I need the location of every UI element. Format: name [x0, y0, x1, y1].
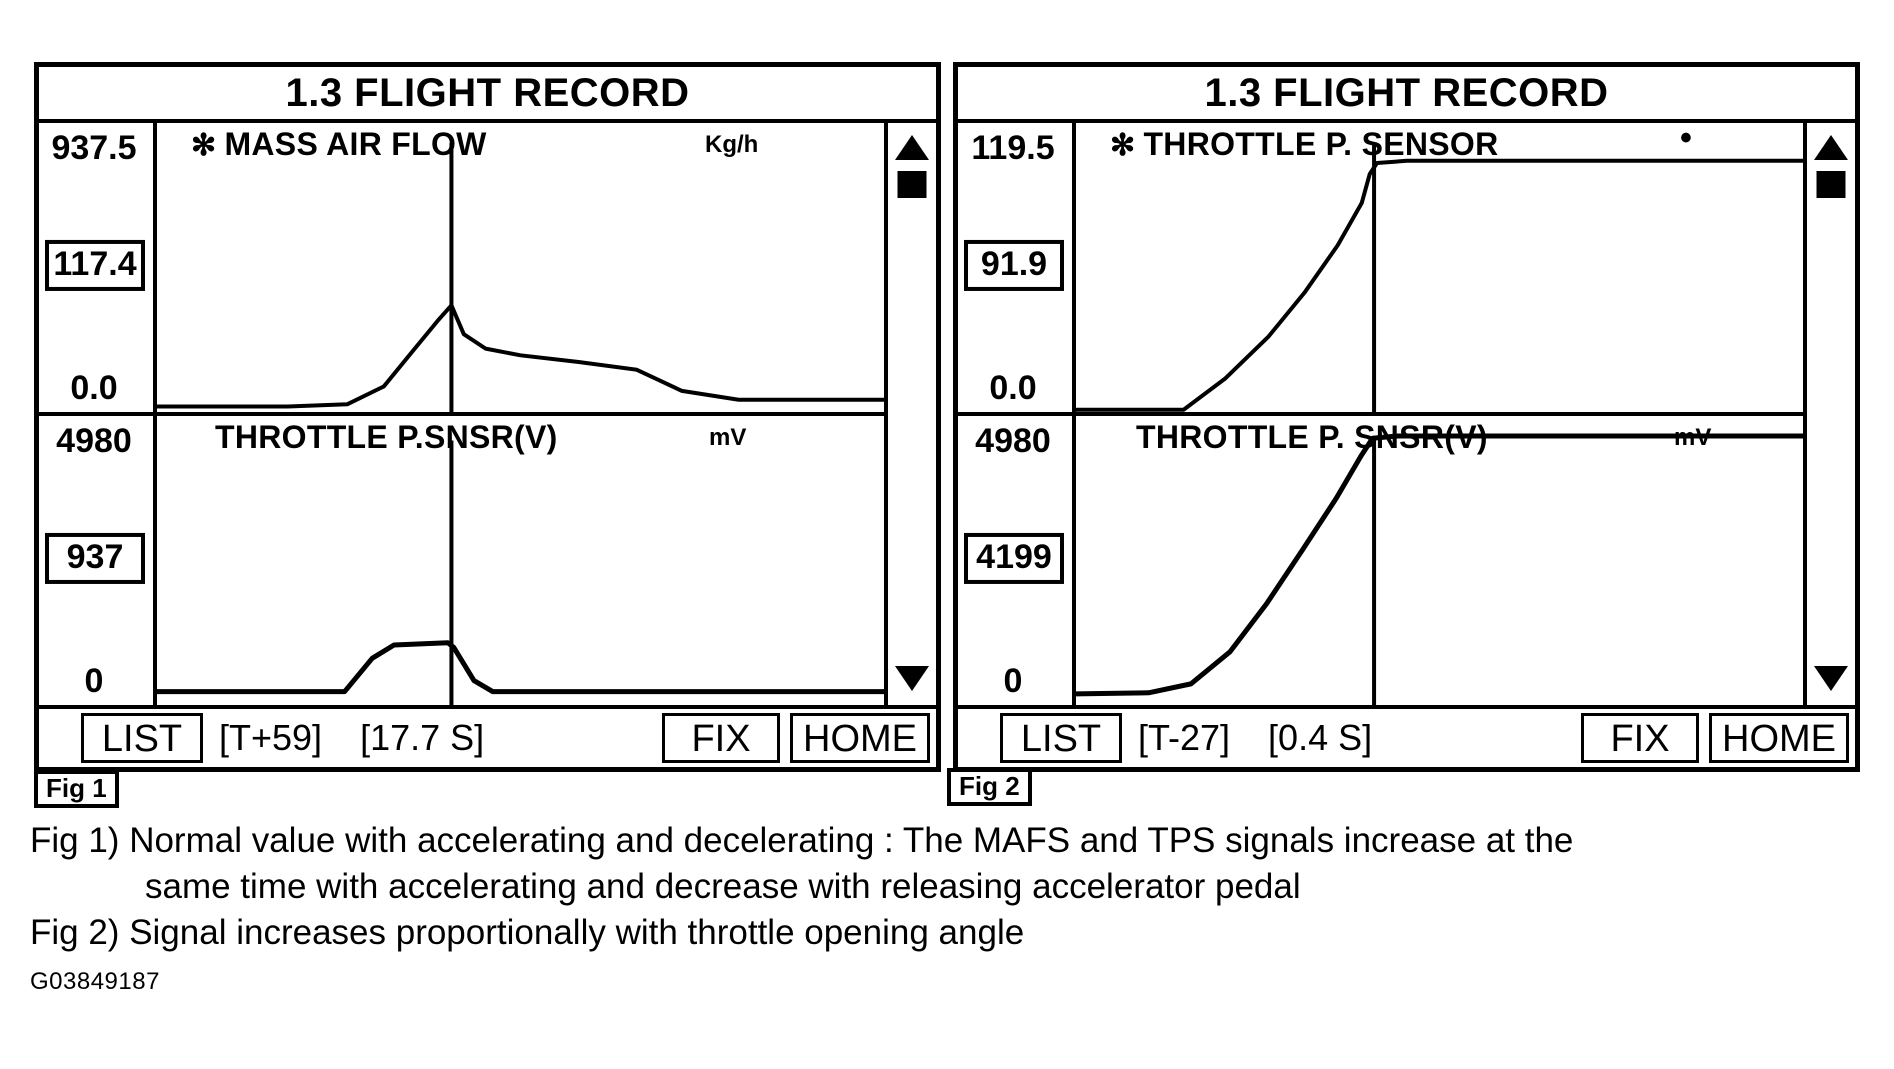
- value-column-mass-air-flow: 937.5 117.4 0.0: [39, 123, 157, 412]
- current-value-throttle-snsr-v-fig2[interactable]: 4199: [964, 532, 1064, 584]
- fix-button-fig2[interactable]: FIX: [1581, 713, 1699, 763]
- waveform-mass-air-flow: [157, 123, 884, 412]
- scale-max-throttle-p-sensor: 119.5: [971, 129, 1055, 167]
- screen-title-fig1: 1.3 FLIGHT RECORD: [39, 67, 936, 123]
- graph-row-mass-air-flow: 937.5 117.4 0.0 ✻ MASS AIR FLOW Kg/h: [39, 123, 884, 416]
- triangle-down-icon[interactable]: [1814, 666, 1848, 691]
- waveform-throttle-snsr-v-fig1: [157, 416, 884, 705]
- caption-line-3: Fig 2) Signal increases proportionally w…: [30, 913, 1025, 952]
- triangle-up-icon[interactable]: [1814, 135, 1848, 160]
- screen-title-fig2: 1.3 FLIGHT RECORD: [958, 67, 1855, 123]
- part-number: G03849187: [30, 968, 160, 995]
- trace-line: [1076, 436, 1803, 694]
- graph-row-throttle-snsr-v-fig1: 4980 937 0 THROTTLE P.SNSR(V) mV: [39, 416, 884, 705]
- plot-label-throttle-p-sensor: ✻ THROTTLE P. SENSOR: [1110, 126, 1499, 163]
- softkey-bar-fig2: LIST [T-27] [0.4 S] FIX HOME: [958, 705, 1855, 767]
- screen-body-fig1: 937.5 117.4 0.0 ✻ MASS AIR FLOW Kg/h: [39, 123, 936, 705]
- scrollbar-fig2[interactable]: [1803, 123, 1855, 705]
- scale-max-throttle-snsr-v-fig1: 4980: [56, 422, 132, 460]
- plot-label-throttle-snsr-v-fig1: THROTTLE P.SNSR(V): [215, 419, 558, 455]
- screen-body-fig2: 119.5 91.9 0.0 ✻ THROTTLE P. SENSOR •: [958, 123, 1855, 705]
- waveform-throttle-p-sensor: [1076, 123, 1803, 412]
- time-readout-fig1: [17.7 S]: [360, 717, 485, 758]
- current-value-throttle-snsr-v-fig1[interactable]: 937: [45, 532, 145, 584]
- scale-min-throttle-snsr-v-fig2: 0: [1003, 662, 1023, 700]
- plot-label-text: MASS AIR FLOW: [224, 126, 487, 162]
- current-value-mass-air-flow[interactable]: 117.4: [45, 239, 145, 291]
- triangle-down-icon[interactable]: [895, 666, 929, 691]
- plot-label-mass-air-flow: ✻ MASS AIR FLOW: [191, 126, 487, 163]
- plot-label-text: THROTTLE P. SENSOR: [1143, 126, 1499, 162]
- plot-mass-air-flow[interactable]: ✻ MASS AIR FLOW Kg/h: [157, 123, 884, 412]
- value-column-throttle-p-sensor: 119.5 91.9 0.0: [958, 123, 1076, 412]
- frame-readout-fig2: [T-27]: [1138, 717, 1231, 758]
- plot-unit-mass-air-flow: Kg/h: [705, 131, 759, 158]
- value-column-throttle-snsr-v-fig2: 4980 4199 0: [958, 416, 1076, 705]
- triangle-up-icon[interactable]: [895, 135, 929, 160]
- frame-readout-fig1: [T+59]: [219, 717, 323, 758]
- scale-min-throttle-snsr-v-fig1: 0: [84, 662, 104, 700]
- readout-fig2: [T-27] [0.4 S]: [1138, 717, 1372, 759]
- plot-unit-throttle-p-sensor: •: [1680, 123, 1692, 157]
- waveform-throttle-snsr-v-fig2: [1076, 416, 1803, 705]
- list-button-fig2[interactable]: LIST: [1000, 713, 1122, 763]
- scrollbar-fig1[interactable]: [884, 123, 936, 705]
- figure-caption: Fig 1) Normal value with accelerating an…: [30, 818, 1830, 956]
- square-thumb-icon[interactable]: [1816, 171, 1846, 198]
- flight-record-screens: 1.3 FLIGHT RECORD 937.5 117.4 0.0 ✻ MASS …: [34, 62, 1860, 772]
- list-button-fig1[interactable]: LIST: [81, 713, 203, 763]
- fig-tag-2: Fig 2: [947, 768, 1032, 806]
- trace-line: [157, 643, 884, 692]
- graph-row-throttle-snsr-v-fig2: 4980 4199 0 THROTTLE P. SNSR(V) mV: [958, 416, 1803, 705]
- scanner-screen-fig2: 1.3 FLIGHT RECORD 119.5 91.9 0.0 ✻ THROTT…: [953, 62, 1860, 772]
- current-value-throttle-p-sensor[interactable]: 91.9: [964, 239, 1064, 291]
- square-thumb-icon[interactable]: [897, 171, 927, 198]
- scale-max-mass-air-flow: 937.5: [51, 129, 137, 167]
- graph-stack-fig2: 119.5 91.9 0.0 ✻ THROTTLE P. SENSOR •: [958, 123, 1803, 705]
- caption-line-2: same time with accelerating and decrease…: [145, 867, 1301, 906]
- asterisk-icon: ✻: [191, 129, 217, 162]
- trace-line: [157, 305, 884, 406]
- plot-throttle-snsr-v-fig1[interactable]: THROTTLE P.SNSR(V) mV: [157, 416, 884, 705]
- plot-throttle-p-sensor[interactable]: ✻ THROTTLE P. SENSOR •: [1076, 123, 1803, 412]
- time-readout-fig2: [0.4 S]: [1268, 717, 1373, 758]
- asterisk-icon: ✻: [1110, 129, 1136, 162]
- graph-stack-fig1: 937.5 117.4 0.0 ✻ MASS AIR FLOW Kg/h: [39, 123, 884, 705]
- home-button-fig1[interactable]: HOME: [790, 713, 930, 763]
- plot-throttle-snsr-v-fig2[interactable]: THROTTLE P. SNSR(V) mV: [1076, 416, 1803, 705]
- plot-unit-throttle-snsr-v-fig1: mV: [709, 424, 747, 451]
- home-button-fig2[interactable]: HOME: [1709, 713, 1849, 763]
- readout-fig1: [T+59] [17.7 S]: [219, 717, 484, 759]
- scale-max-throttle-snsr-v-fig2: 4980: [975, 422, 1051, 460]
- graph-row-throttle-p-sensor: 119.5 91.9 0.0 ✻ THROTTLE P. SENSOR •: [958, 123, 1803, 416]
- fix-button-fig1[interactable]: FIX: [662, 713, 780, 763]
- scanner-screen-fig1: 1.3 FLIGHT RECORD 937.5 117.4 0.0 ✻ MASS …: [34, 62, 941, 772]
- trace-line: [1076, 161, 1803, 410]
- softkey-bar-fig1: LIST [T+59] [17.7 S] FIX HOME: [39, 705, 936, 767]
- caption-line-1: Fig 1) Normal value with accelerating an…: [30, 821, 1574, 860]
- scale-min-mass-air-flow: 0.0: [70, 369, 118, 407]
- fig-tag-1: Fig 1: [34, 770, 119, 808]
- scale-min-throttle-p-sensor: 0.0: [989, 369, 1037, 407]
- value-column-throttle-snsr-v-fig1: 4980 937 0: [39, 416, 157, 705]
